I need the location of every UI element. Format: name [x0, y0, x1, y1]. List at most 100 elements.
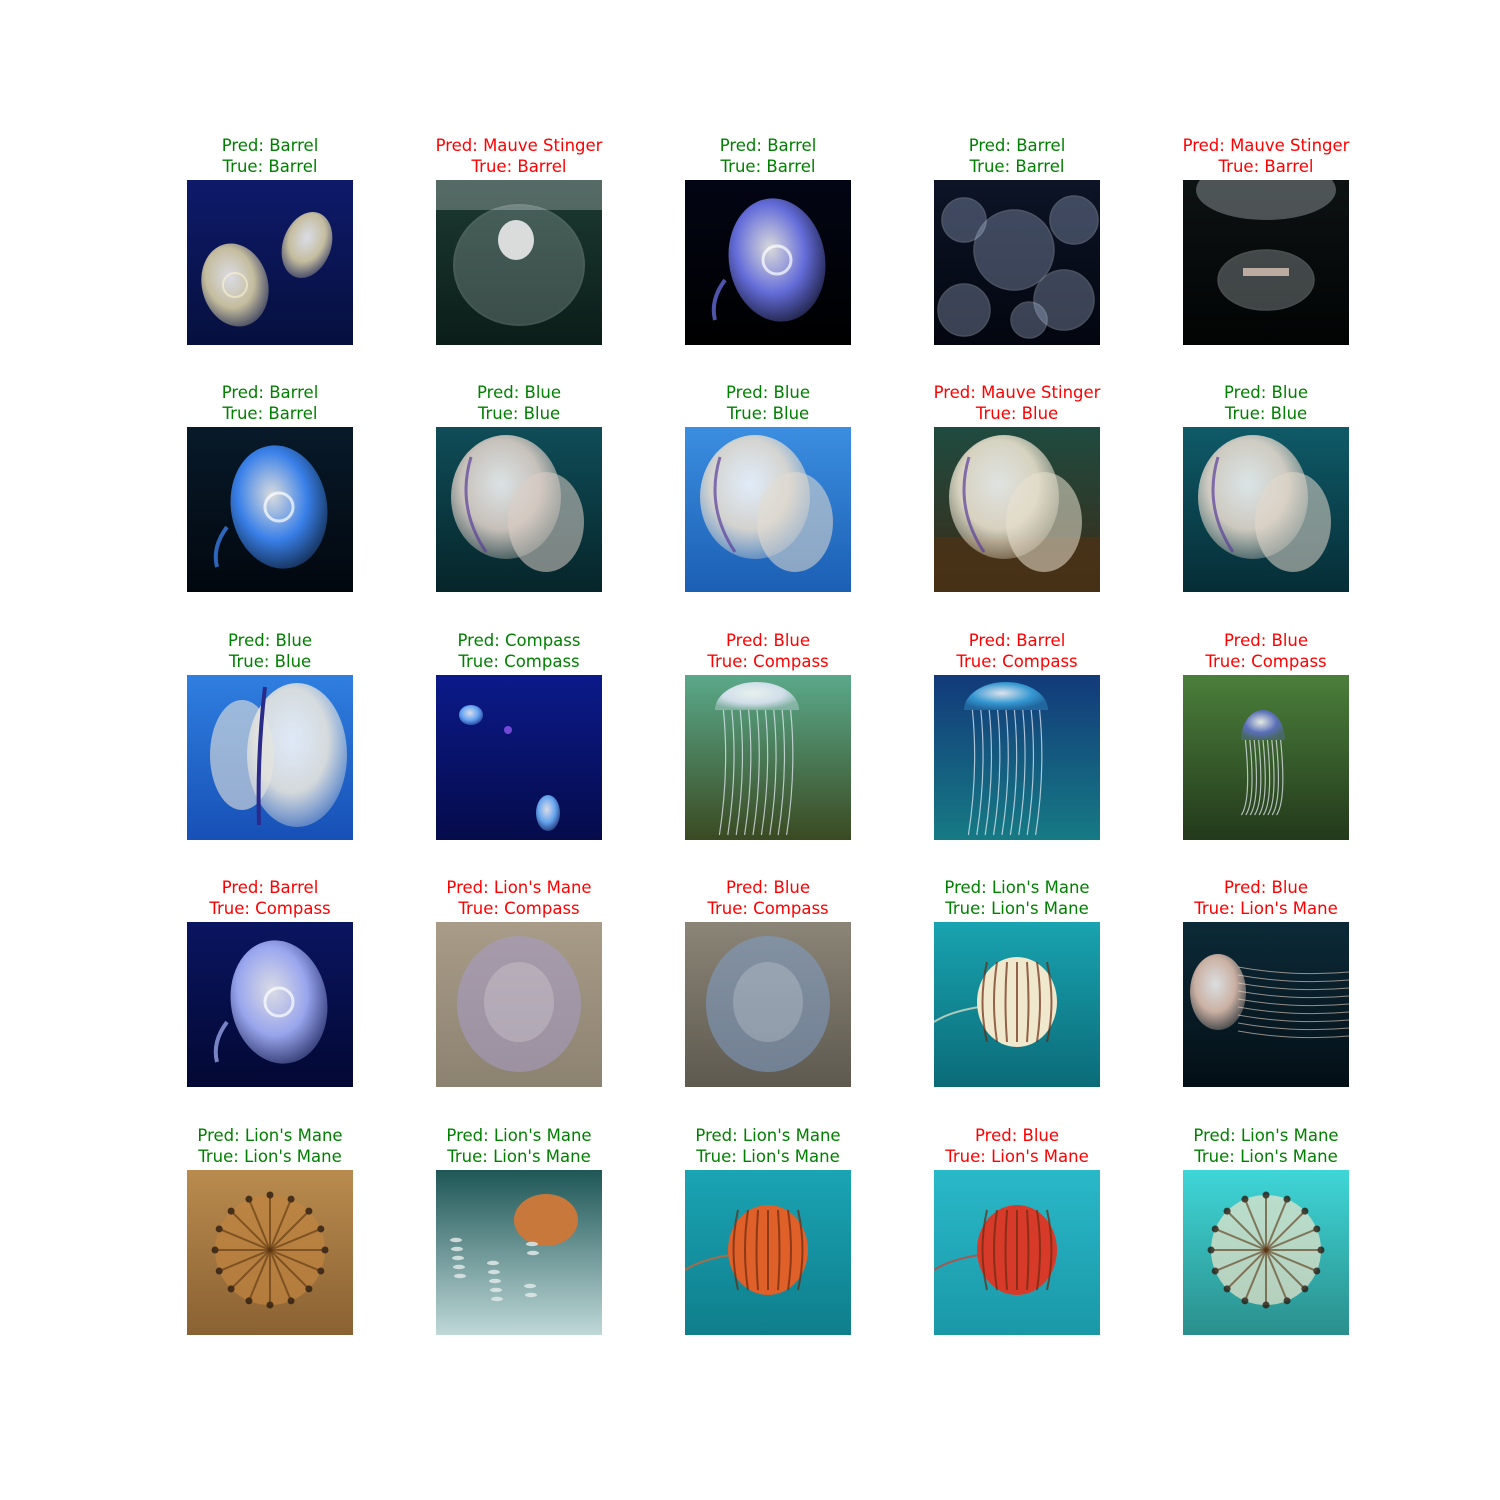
- true-label: True: Lion's Mane: [198, 1147, 342, 1166]
- true-label: True: Compass: [458, 652, 580, 671]
- jellyfish-image-svg: [1183, 1170, 1349, 1335]
- predicted-label: Pred: Blue: [725, 631, 811, 650]
- sample-caption: Pred: Lion's Mane True: Lion's Mane: [643, 1125, 893, 1167]
- jellyfish-image-svg: [187, 180, 353, 345]
- sample-caption: Pred: Lion's Mane True: Compass: [394, 877, 644, 919]
- sample-caption: Pred: Lion's Mane True: Lion's Mane: [892, 877, 1142, 919]
- sample-cell: Pred: Barrel True: Barrel: [643, 135, 893, 365]
- predicted-label: Pred: Blue: [1223, 878, 1309, 897]
- predicted-label: Pred: Barrel: [221, 383, 319, 402]
- sample-cell: Pred: Lion's Mane True: Lion's Mane: [1141, 1125, 1391, 1355]
- jellyfish-shape: [213, 445, 328, 569]
- true-label: True: Compass: [458, 899, 580, 918]
- jellyfish-shape: [715, 682, 799, 836]
- image-background: [436, 675, 602, 840]
- true-label: True: Barrel: [969, 157, 1065, 176]
- predicted-label: Pred: Barrel: [968, 631, 1066, 650]
- image-background: [1183, 180, 1349, 345]
- sample-cell: Pred: Blue True: Blue: [1141, 382, 1391, 612]
- jellyfish-image-svg: [934, 1170, 1100, 1335]
- true-label: True: Lion's Mane: [447, 1147, 591, 1166]
- jellyfish-image: [1183, 1170, 1349, 1335]
- true-label: True: Barrel: [222, 157, 318, 176]
- true-label: True: Compass: [707, 899, 829, 918]
- jellyfish-shape: [934, 1205, 1057, 1295]
- sample-cell: Pred: Barrel True: Barrel: [892, 135, 1142, 365]
- true-label: True: Lion's Mane: [1194, 899, 1338, 918]
- jellyfish-image: [187, 922, 353, 1087]
- jellyfish-image: [1183, 180, 1349, 345]
- jellyfish-shape: [450, 1194, 578, 1302]
- sample-caption: Pred: Blue True: Compass: [643, 877, 893, 919]
- jellyfish-shape: [201, 212, 333, 327]
- jellyfish-shape: [1198, 435, 1331, 572]
- true-label: True: Compass: [956, 652, 1078, 671]
- jellyfish-image-svg: [934, 427, 1100, 592]
- jellyfish-image-svg: [1183, 427, 1349, 592]
- jellyfish-shape: [213, 940, 328, 1064]
- sample-caption: Pred: Compass True: Compass: [394, 630, 644, 672]
- jellyfish-image-svg: [1183, 180, 1349, 345]
- sample-cell: Pred: Barrel True: Compass: [145, 877, 395, 1107]
- true-label: True: Compass: [209, 899, 331, 918]
- image-background: [1183, 675, 1349, 840]
- jellyfish-image: [934, 1170, 1100, 1335]
- sample-caption: Pred: Barrel True: Barrel: [892, 135, 1142, 177]
- predicted-label: Pred: Blue: [725, 383, 811, 402]
- predicted-label: Pred: Barrel: [719, 136, 817, 155]
- jellyfish-shape: [934, 435, 1100, 592]
- predicted-label: Pred: Lion's Mane: [695, 1126, 841, 1145]
- sample-cell: Pred: Lion's Mane True: Compass: [394, 877, 644, 1107]
- predicted-label: Pred: Lion's Mane: [944, 878, 1090, 897]
- sample-caption: Pred: Blue True: Lion's Mane: [892, 1125, 1142, 1167]
- jellyfish-image: [685, 922, 851, 1087]
- jellyfish-image-svg: [187, 922, 353, 1087]
- jellyfish-image-svg: [934, 180, 1100, 345]
- jellyfish-image: [934, 180, 1100, 345]
- jellyfish-image-svg: [685, 922, 851, 1087]
- jellyfish-image: [436, 675, 602, 840]
- sample-caption: Pred: Blue True: Blue: [145, 630, 395, 672]
- sample-cell: Pred: Barrel True: Barrel: [145, 135, 395, 365]
- sample-caption: Pred: Barrel True: Barrel: [145, 135, 395, 177]
- jellyfish-image-svg: [685, 180, 851, 345]
- sample-caption: Pred: Blue True: Blue: [643, 382, 893, 424]
- true-label: True: Compass: [707, 652, 829, 671]
- sample-cell: Pred: Lion's Mane True: Lion's Mane: [643, 1125, 893, 1355]
- predicted-label: Pred: Blue: [1223, 631, 1309, 650]
- sample-cell: Pred: Mauve Stinger True: Blue: [892, 382, 1142, 612]
- true-label: True: Barrel: [720, 157, 816, 176]
- jellyfish-image: [187, 180, 353, 345]
- jellyfish-image: [187, 675, 353, 840]
- sample-cell: Pred: Compass True: Compass: [394, 630, 644, 860]
- jellyfish-image: [685, 1170, 851, 1335]
- sample-caption: Pred: Lion's Mane True: Lion's Mane: [1141, 1125, 1391, 1167]
- jellyfish-shape: [937, 195, 1099, 339]
- jellyfish-shape: [1207, 1191, 1325, 1309]
- jellyfish-image: [1183, 675, 1349, 840]
- predicted-label: Pred: Barrel: [968, 136, 1066, 155]
- image-background: [436, 1170, 602, 1335]
- predicted-label: Pred: Barrel: [221, 878, 319, 897]
- sample-cell: Pred: Mauve Stinger True: Barrel: [1141, 135, 1391, 365]
- jellyfish-image-svg: [685, 427, 851, 592]
- jellyfish-shape: [451, 435, 584, 572]
- jellyfish-shape: [711, 198, 826, 322]
- predicted-label: Pred: Lion's Mane: [446, 1126, 592, 1145]
- predicted-label: Pred: Barrel: [221, 136, 319, 155]
- sample-caption: Pred: Blue True: Lion's Mane: [1141, 877, 1391, 919]
- jellyfish-shape: [1190, 954, 1349, 1039]
- jellyfish-shape: [1240, 710, 1285, 816]
- jellyfish-image: [685, 427, 851, 592]
- jellyfish-shape: [436, 180, 602, 326]
- true-label: True: Lion's Mane: [1194, 1147, 1338, 1166]
- sample-cell: Pred: Blue True: Lion's Mane: [1141, 877, 1391, 1107]
- jellyfish-image: [685, 180, 851, 345]
- true-label: True: Barrel: [1218, 157, 1314, 176]
- sample-caption: Pred: Barrel True: Compass: [145, 877, 395, 919]
- sample-caption: Pred: Mauve Stinger True: Barrel: [394, 135, 644, 177]
- predicted-label: Pred: Blue: [227, 631, 313, 650]
- true-label: True: Lion's Mane: [696, 1147, 840, 1166]
- sample-cell: Pred: Blue True: Compass: [1141, 630, 1391, 860]
